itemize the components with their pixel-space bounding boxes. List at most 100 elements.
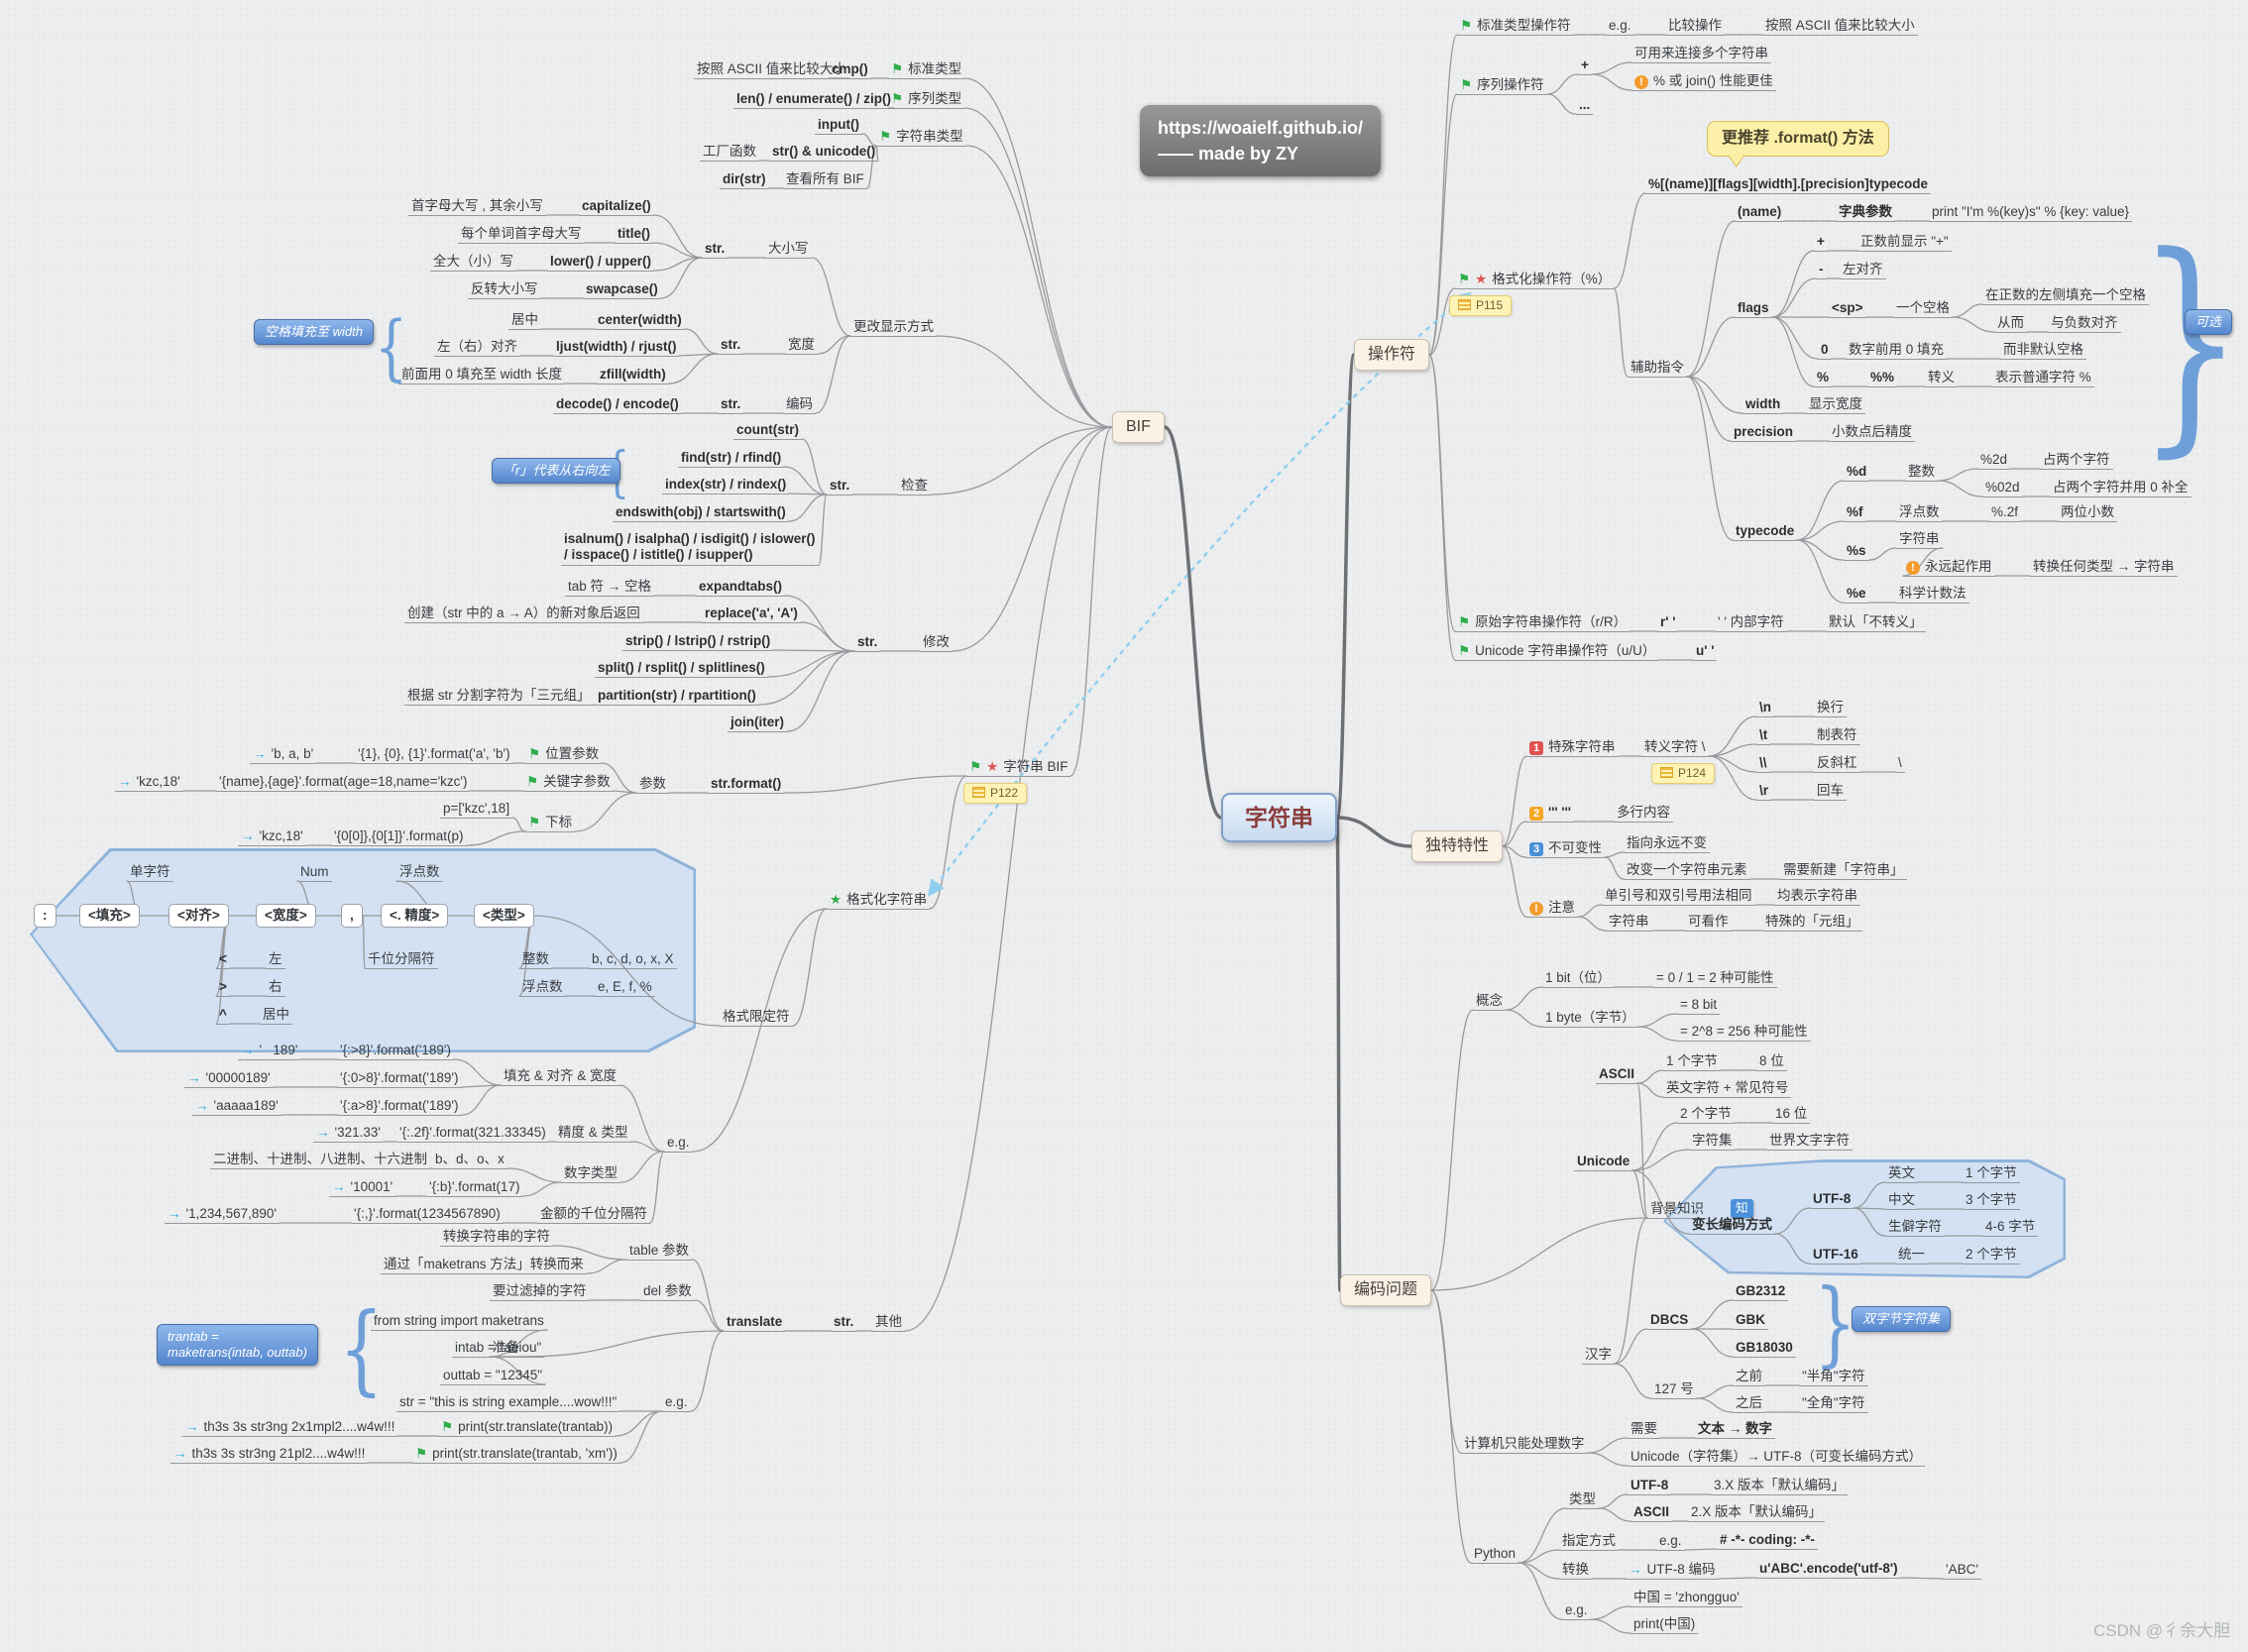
node-esc-bs-v[interactable]: \ bbox=[1895, 755, 1905, 774]
node-zfill-desc[interactable]: 前面用 0 填充至 width 长度 bbox=[398, 367, 566, 385]
node-p124[interactable]: P124 bbox=[1651, 763, 1716, 784]
node-lower-desc[interactable]: 全大（小）写 bbox=[430, 254, 516, 273]
node-d2-desc[interactable]: 占两个字符 bbox=[2040, 452, 2113, 471]
node-uni-1[interactable]: 2 个字节 bbox=[1677, 1106, 1735, 1125]
node-byte-d2[interactable]: = 2^8 = 256 种可能性 bbox=[1677, 1024, 1811, 1043]
node-std-type[interactable]: ⚑ 标准类型 bbox=[888, 61, 965, 80]
node-gb18030[interactable]: GB18030 bbox=[1733, 1340, 1796, 1359]
node-uni-1b[interactable]: 16 位 bbox=[1772, 1106, 1811, 1125]
node-pos-code[interactable]: '{1}, {0}, {1}'.format('a', 'b') bbox=[355, 746, 513, 765]
node-len[interactable]: len() / enumerate() / zip() bbox=[733, 91, 895, 110]
node-utf8-cnb[interactable]: 3 个字节 bbox=[1963, 1192, 2020, 1211]
node-tp-desc2[interactable]: 通过「maketrans 方法」转换而来 bbox=[381, 1257, 587, 1275]
node-spec[interactable]: %[(name)][flags][width].[precision]typec… bbox=[1645, 176, 1932, 195]
node-pad-tag[interactable]: 空格填充至 width bbox=[254, 319, 374, 345]
node-center[interactable]: 字符串 bbox=[1221, 793, 1337, 843]
node-tc-s-desc[interactable]: 字符串 bbox=[1896, 531, 1943, 550]
node-tp-desc1[interactable]: 转换字符串的字符 bbox=[440, 1229, 553, 1248]
node-ce-res[interactable]: → '1,234,567,890' bbox=[165, 1206, 280, 1225]
node-immut[interactable]: 3 不可变性 bbox=[1526, 840, 1605, 859]
node-center-desc[interactable]: 居中 bbox=[508, 312, 541, 331]
node-std-op[interactable]: ⚑ 标准类型操作符 bbox=[1457, 18, 1574, 37]
node-colon-box[interactable]: : bbox=[34, 904, 56, 929]
node-partition[interactable]: partition(str) / rpartition() bbox=[595, 688, 759, 707]
node-ascii1b[interactable]: 8 位 bbox=[1756, 1053, 1787, 1072]
node-flag-minus-desc[interactable]: 左对齐 bbox=[1840, 262, 1886, 280]
node-width-row[interactable]: width bbox=[1742, 396, 1784, 415]
node-opt-tag[interactable]: 可选 bbox=[2185, 309, 2233, 335]
node-case-str[interactable]: str. bbox=[702, 241, 729, 260]
node-float-vals[interactable]: e, E, f, % bbox=[595, 979, 655, 998]
node-byte-d1[interactable]: = 8 bit bbox=[1677, 997, 1721, 1016]
node-thousand[interactable]: 千位分隔符 bbox=[365, 951, 438, 970]
node-esc-bs-d[interactable]: 反斜杠 bbox=[1814, 755, 1860, 774]
node-seq-op[interactable]: ⚑ 序列操作符 bbox=[1457, 77, 1547, 96]
node-unicode[interactable]: Unicode bbox=[1574, 1154, 1633, 1172]
node-flag-zero[interactable]: 0 bbox=[1818, 342, 1832, 361]
node-nt-vals[interactable]: b、d、o、x bbox=[432, 1152, 507, 1170]
node-nt-res[interactable]: → '10001' bbox=[329, 1179, 396, 1198]
node-utf16[interactable]: UTF-16 bbox=[1810, 1247, 1861, 1266]
node-tc-f-desc[interactable]: 浮点数 bbox=[1896, 504, 1943, 523]
node-sp-d2a[interactable]: 从而 bbox=[1994, 315, 2027, 334]
node-kw-param[interactable]: ⚑ 关键字参数 bbox=[523, 774, 614, 793]
node-pspec-code[interactable]: # -*- coding: -*- bbox=[1717, 1532, 1818, 1551]
node-tr1-res[interactable]: → th3s 3s str3ng 2x1mpl2....w4w!!! bbox=[182, 1419, 398, 1438]
node-tc-d-desc[interactable]: 整数 bbox=[1905, 464, 1938, 483]
node-peg1[interactable]: 中国 = 'zhongguo' bbox=[1630, 1590, 1742, 1608]
node-tc-f[interactable]: %f bbox=[1844, 504, 1866, 523]
node-str-type[interactable]: ⚑ 字符串类型 bbox=[876, 129, 966, 148]
node-bit[interactable]: 1 bit（位） bbox=[1542, 970, 1615, 989]
node-eg-label[interactable]: e.g. bbox=[664, 1135, 693, 1154]
node-raw2[interactable]: ' ' 内部字符 bbox=[1715, 614, 1787, 633]
node-swap-desc[interactable]: 反转大小写 bbox=[468, 281, 541, 300]
node-raw-op[interactable]: ⚑ 原始字符串操作符（r/R） bbox=[1455, 614, 1630, 633]
node-r-tag[interactable]: 「r」代表从右向左 bbox=[492, 458, 621, 484]
node-join[interactable]: join(iter) bbox=[728, 715, 787, 733]
node-tr1-print[interactable]: ⚑ print(str.translate(trantab)) bbox=[438, 1419, 617, 1438]
node-flag-sp[interactable]: <sp> bbox=[1829, 300, 1866, 319]
node-esc-r[interactable]: \r bbox=[1756, 783, 1772, 802]
node-fw3-code[interactable]: '{:a>8}'.format('189') bbox=[337, 1098, 462, 1117]
node-pconv1[interactable]: → UTF-8 编码 bbox=[1626, 1562, 1719, 1581]
node-utf8-rareb[interactable]: 4-6 字节 bbox=[1982, 1219, 2039, 1238]
node-sub-param[interactable]: ⚑ 下标 bbox=[525, 815, 576, 833]
node-peg2[interactable]: print(中国) bbox=[1630, 1616, 1699, 1635]
node-attn1[interactable]: 单引号和双引号用法相同 bbox=[1602, 888, 1755, 907]
node-pconv2[interactable]: u'ABC'.encode('utf-8') bbox=[1756, 1561, 1901, 1580]
node-esc-n-d[interactable]: 换行 bbox=[1814, 700, 1847, 718]
node-flags[interactable]: flags bbox=[1735, 300, 1772, 319]
node-param[interactable]: 参数 bbox=[636, 776, 669, 795]
node-mod-str[interactable]: str. bbox=[854, 634, 881, 653]
node-nt-desc[interactable]: 二进制、十进制、八进制、十六进制 bbox=[210, 1152, 430, 1170]
node-utf8-en[interactable]: 英文 bbox=[1885, 1165, 1918, 1184]
node-width-str[interactable]: str. bbox=[718, 337, 744, 356]
node-tr2-res[interactable]: → th3s 3s str3ng 21pl2....w4w!!! bbox=[170, 1446, 369, 1465]
node-d2[interactable]: %2d bbox=[1977, 452, 2011, 471]
node-attn2[interactable]: 字符串 bbox=[1606, 914, 1652, 933]
node-width-grp[interactable]: 宽度 bbox=[785, 337, 818, 356]
node-fmt-str[interactable]: ★ 格式化字符串 bbox=[827, 892, 931, 911]
node-swapcase[interactable]: swapcase() bbox=[583, 281, 661, 300]
node-title-desc[interactable]: 每个单词首字母大写 bbox=[458, 226, 585, 245]
node-concept[interactable]: 概念 bbox=[1473, 993, 1506, 1012]
node-check-grp[interactable]: 检查 bbox=[898, 478, 931, 496]
node-capitalize-desc[interactable]: 首字母大写 , 其余小写 bbox=[408, 198, 546, 217]
node-sp-d1[interactable]: 在正数的左侧填充一个空格 bbox=[1982, 287, 2149, 306]
node-tc-d[interactable]: %d bbox=[1844, 464, 1870, 483]
node-int-type[interactable]: 整数 bbox=[519, 951, 552, 970]
node-pct-desc2[interactable]: 表示普通字符 % bbox=[1992, 370, 2094, 388]
node-ascii[interactable]: ASCII bbox=[1596, 1066, 1638, 1085]
node-so-cmp[interactable]: 比较操作 bbox=[1665, 18, 1725, 37]
node-flag-minus[interactable]: - bbox=[1816, 262, 1827, 280]
node-num-type[interactable]: 数字类型 bbox=[561, 1165, 620, 1184]
node-index[interactable]: index(str) / rindex() bbox=[662, 477, 790, 496]
node-s-warn-desc[interactable]: 转换任何类型 → 字符串 bbox=[2030, 559, 2178, 578]
node-prec-row[interactable]: precision bbox=[1731, 424, 1797, 443]
node-uni-2b[interactable]: 世界文字字符 bbox=[1766, 1133, 1853, 1152]
node-split[interactable]: split() / rsplit() / splitlines() bbox=[595, 660, 768, 679]
node-cmp[interactable]: cmp() bbox=[829, 61, 871, 80]
node-hanzi[interactable]: 汉字 bbox=[1582, 1347, 1615, 1366]
node-sp-d2b[interactable]: 与负数对齐 bbox=[2048, 315, 2121, 334]
node-n127-1[interactable]: 之前 bbox=[1733, 1369, 1765, 1387]
